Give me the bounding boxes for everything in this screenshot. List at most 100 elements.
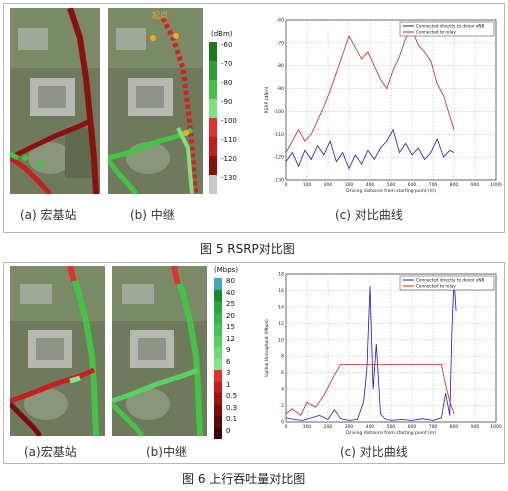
fig6-legend-tick: 0 xyxy=(226,426,231,435)
fig5-x-tick-label: 600 xyxy=(408,182,417,188)
fig5-chart: 0 100 200 300 400 500 600 700 800 900 1000 -60 -70 -8… xyxy=(262,8,502,195)
fig6-legend-swatch xyxy=(214,347,222,359)
fig5-legend-tick: -80 xyxy=(221,79,233,87)
fig5-y-tick-label: -130 xyxy=(274,178,284,184)
fig6-y-tick-label: 0 xyxy=(281,420,284,426)
fig5-y-tick-label: -80 xyxy=(277,63,284,69)
fig6-y-axis-label: Uplink throughput (Mbps) xyxy=(264,319,270,377)
fig6-y-tick-label: 8 xyxy=(281,354,284,360)
fig5-y-tick-label: -110 xyxy=(274,132,284,138)
fig5-legend-swatch xyxy=(209,156,217,175)
fig6-x-tick-label: 800 xyxy=(450,424,459,430)
fig6-legend-swatch xyxy=(214,427,222,439)
fig5-y-tick-label: -100 xyxy=(274,109,284,115)
fig6-y-tick-label: 16 xyxy=(278,288,284,294)
fig6-x-tick-label: 0 xyxy=(285,424,288,430)
fig5-chart-svg: 0 100 200 300 400 500 600 700 800 900 1000 -60 -70 -8… xyxy=(264,18,502,195)
fig6-y-tick-label: 14 xyxy=(278,304,284,310)
fig6-legend-swatch xyxy=(214,278,222,290)
fig6-y-tick-label: 2 xyxy=(281,403,284,409)
fig5-start-annotation: 起点 xyxy=(152,11,168,20)
fig6-x-tick-label: 200 xyxy=(324,424,333,430)
fig6-legend-tick: 25 xyxy=(226,300,235,308)
fig6-legend-swatch xyxy=(214,381,222,393)
fig5-y-tick-label: -90 xyxy=(277,86,284,92)
fig6-chart-legend-label: Connected to relay xyxy=(416,284,456,289)
fig5-legend-tick: -60 xyxy=(221,41,233,49)
fig5-legend-tick: -130 xyxy=(221,174,237,182)
fig6-x-tick-label: 100 xyxy=(303,424,312,430)
fig6-series-line-0 xyxy=(285,278,457,421)
fig6-label-c: (c) 对比曲线 xyxy=(340,445,408,459)
fig5-x-tick-label: 700 xyxy=(429,182,438,188)
fig6-legend-swatch xyxy=(214,416,222,428)
fig5-legend-swatch xyxy=(209,61,217,80)
fig5-x-tick-label: 500 xyxy=(387,182,396,188)
fig5-label-a: (a) 宏基站 xyxy=(20,208,77,222)
fig5-legend-tick: -90 xyxy=(221,98,233,106)
fig5-legend-swatch xyxy=(209,99,217,118)
fig6-legend-swatch xyxy=(214,312,222,324)
fig6-legend-tick: 12 xyxy=(226,334,235,343)
fig6-chart-legend-label: Connected directly to donor eNB xyxy=(416,278,485,283)
fig6-legend-tick: 80 xyxy=(226,277,235,285)
fig5-x-tick-label: 0 xyxy=(285,182,288,188)
fig5-y-tick-label: -70 xyxy=(277,40,284,46)
fig6-legend-unit: (Mbps) xyxy=(214,266,239,274)
fig6-x-tick-label: 700 xyxy=(429,424,438,430)
fig5-chart-legend-label: Connected directly to donor eNB xyxy=(416,24,485,29)
fig6-legend-tick: 3 xyxy=(226,369,231,377)
fig6-y-tick-label: 12 xyxy=(278,321,284,327)
fig6-legend-swatch xyxy=(214,301,222,313)
fig6-map-relay-image xyxy=(112,266,207,436)
fig6-chart: 0 100 200 300 400 500 600 700 800 900 1000 0 2 4 6 8 10 1… xyxy=(262,266,502,438)
fig6-caption: 图 6 上行吞吐量对比图 xyxy=(182,472,306,486)
fig6-map-relay xyxy=(112,266,207,436)
fig5-x-tick-label: 300 xyxy=(345,182,354,188)
fig5-x-tick-label: 1000 xyxy=(490,182,502,188)
fig5-y-axis-label: RSRP (dBm) xyxy=(264,86,270,113)
fig6-legend-tick: 0.1 xyxy=(226,415,238,423)
fig6-label-b: (b)中继 xyxy=(146,445,187,459)
fig6-legend-swatch xyxy=(214,358,222,370)
fig5-legend-tick: -120 xyxy=(221,155,237,163)
fig6-legend-swatch xyxy=(214,335,222,347)
fig6-y-tick-label: 4 xyxy=(281,387,284,393)
fig6-legend-swatch xyxy=(214,289,222,301)
fig6-legend-tick: 9 xyxy=(226,346,231,354)
fig5-chart-legend-box xyxy=(399,21,495,37)
fig6-label-a: (a)宏基站 xyxy=(24,445,77,459)
fig6-map-macro xyxy=(10,266,105,436)
fig6-chart-svg: 0 100 200 300 400 500 600 700 800 900 1000 0 2 4 6 8 10 1… xyxy=(264,272,502,437)
fig6-x-tick-label: 300 xyxy=(345,424,354,430)
fig6-x-tick-label: 400 xyxy=(366,424,375,430)
fig5-legend-unit: (dBm) xyxy=(211,30,233,38)
fig6-y-tick-label: 18 xyxy=(278,272,284,278)
fig5-legend-tick: -70 xyxy=(221,60,233,68)
fig6-legend-swatch xyxy=(214,370,222,382)
fig6-legend-swatch xyxy=(214,393,222,405)
fig5-legend-tick: -100 xyxy=(221,117,237,125)
fig5-legend-swatch xyxy=(209,118,217,137)
fig6-legend-tick: 15 xyxy=(226,323,235,331)
fig5-legend-swatch xyxy=(209,80,217,99)
fig5-series-line-0 xyxy=(285,128,455,170)
fig5-legend-swatch xyxy=(209,175,217,194)
fig5-legend-swatch xyxy=(209,137,217,156)
fig5-label-b: (b) 中继 xyxy=(130,208,175,222)
fig5-map-macro xyxy=(10,8,100,194)
fig5-caption: 图 5 RSRP对比图 xyxy=(200,242,295,256)
fig5-legend: (dBm) -60 -70 -80 -90 -100 -110 -120 -130 xyxy=(205,8,250,194)
fig6-x-tick-label: 1000 xyxy=(490,424,502,430)
fig5-label-c: (c) 对比曲线 xyxy=(335,208,403,222)
fig6-map-macro-image xyxy=(10,266,105,436)
fig6-legend-tick: 20 xyxy=(226,311,235,320)
fig6-legend-tick: 0.3 xyxy=(226,403,238,412)
fig6-legend-tick: 0.5 xyxy=(226,392,238,400)
fig5-legend-swatch xyxy=(209,42,217,61)
fig5-x-tick-label: 200 xyxy=(324,182,333,188)
fig5-chart-legend-label: Connected to relay xyxy=(416,30,456,35)
fig6-x-tick-label: 900 xyxy=(471,424,480,430)
fig5-x-tick-label: 800 xyxy=(450,182,459,188)
fig6-legend-swatch xyxy=(214,404,222,416)
